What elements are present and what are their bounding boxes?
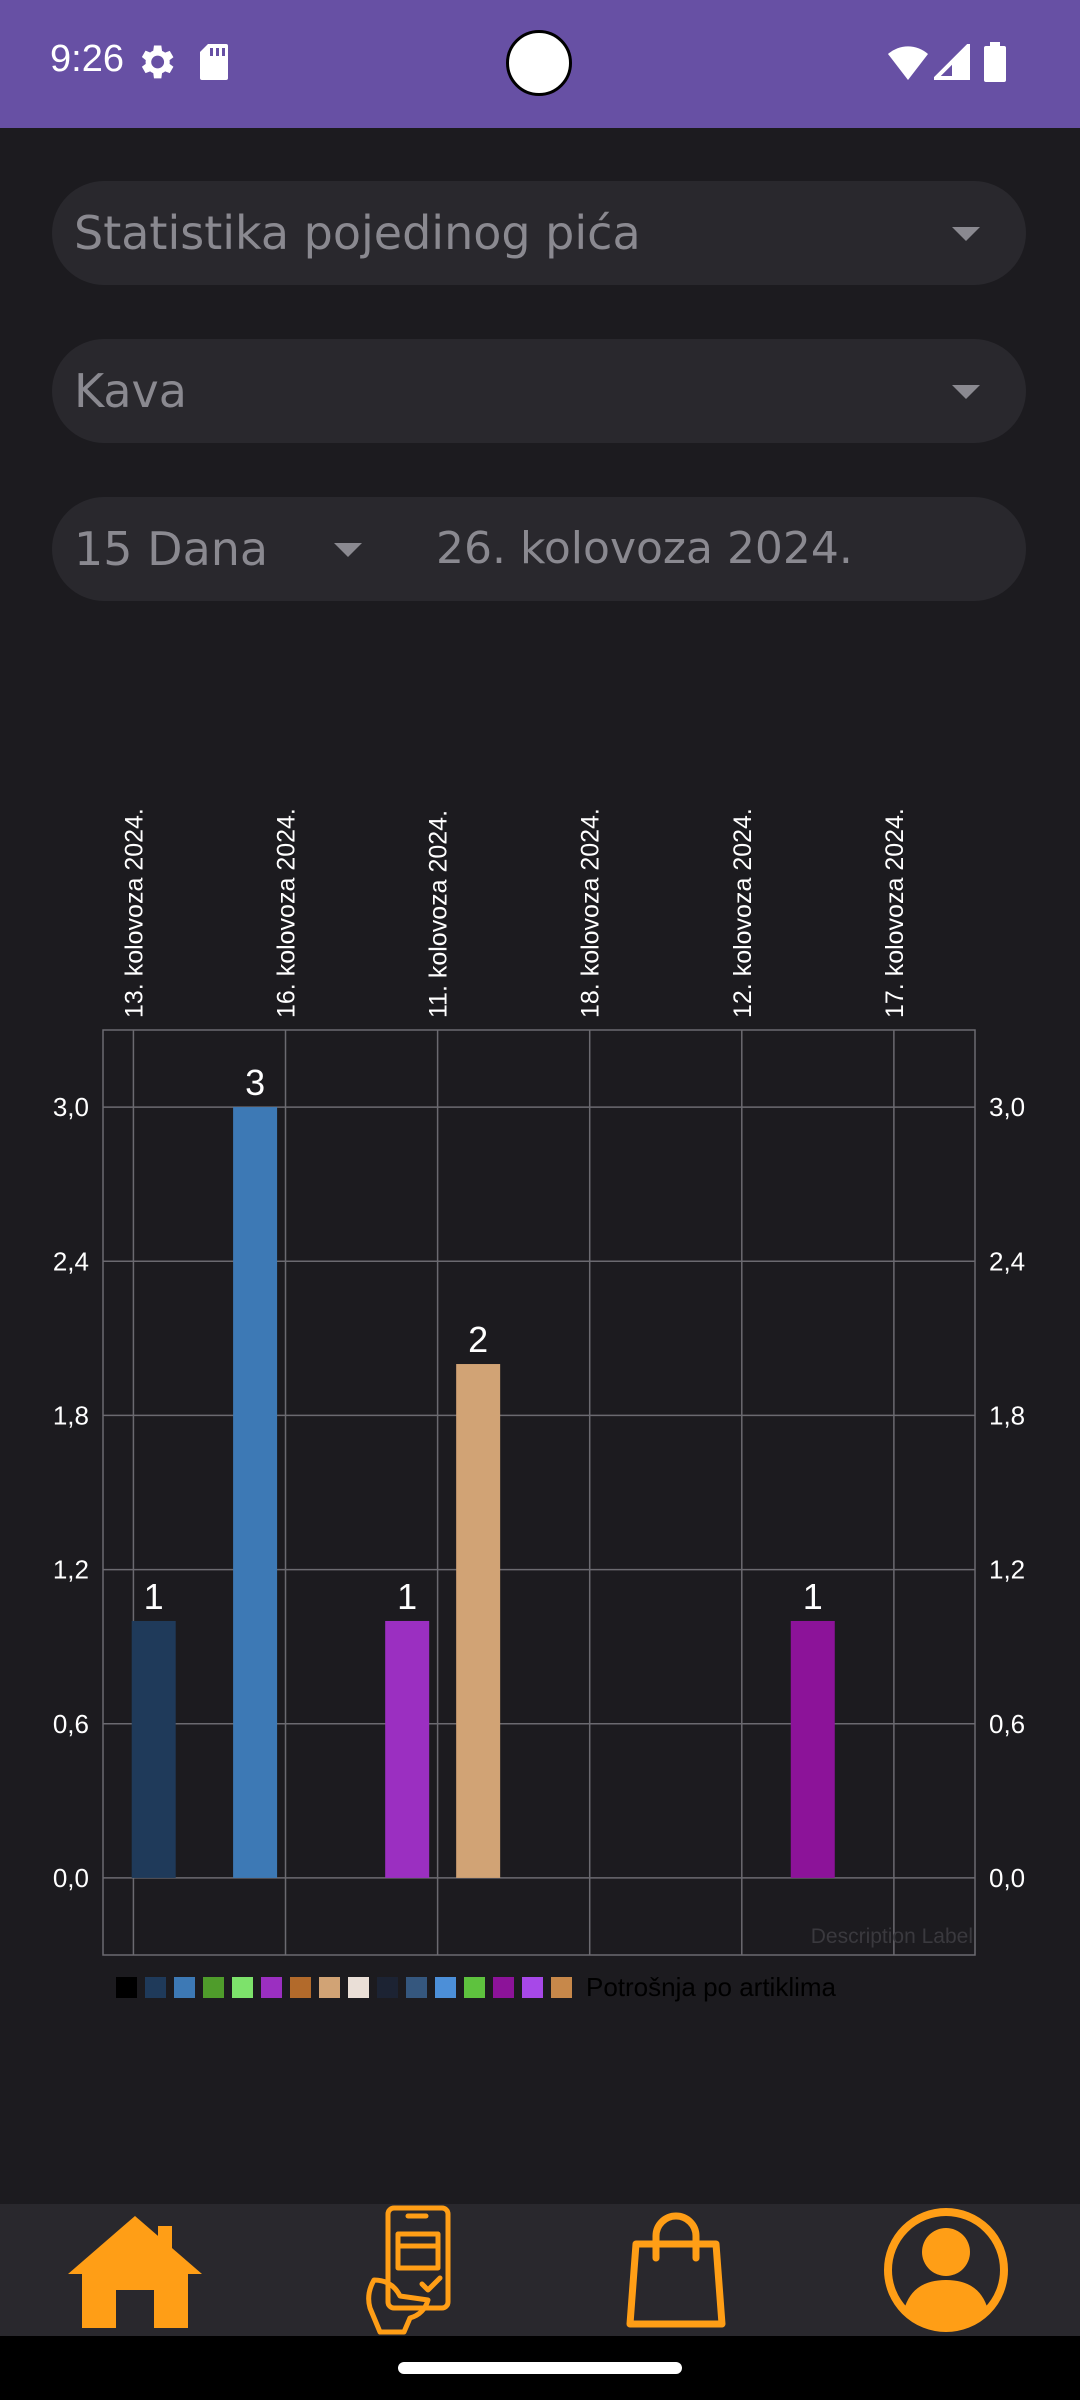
legend-swatch bbox=[174, 1977, 195, 1998]
drink-dropdown[interactable]: Kava bbox=[52, 339, 1026, 443]
legend-swatch bbox=[522, 1977, 543, 1998]
legend-swatch bbox=[406, 1977, 427, 1998]
legend-swatch bbox=[551, 1977, 572, 1998]
bar bbox=[790, 1620, 835, 1878]
x-tick-label: 18. kolovoza 2024. bbox=[577, 808, 605, 1018]
bar-value-label: 1 bbox=[803, 1576, 823, 1617]
period-dropdown[interactable]: 15 Dana bbox=[74, 522, 269, 576]
chart-description-label: Description Label bbox=[811, 1925, 973, 1948]
legend-swatch bbox=[145, 1977, 166, 1998]
x-tick-label: 11. kolovoza 2024. bbox=[425, 810, 453, 1018]
x-tick-label: 12. kolovoza 2024. bbox=[729, 808, 757, 1018]
legend-swatch bbox=[261, 1977, 282, 1998]
stat-type-dropdown[interactable]: Statistika pojedinog pića bbox=[52, 181, 1026, 285]
bar bbox=[131, 1620, 176, 1878]
x-tick-label: 16. kolovoza 2024. bbox=[273, 808, 301, 1018]
y-tick-label-left: 1,8 bbox=[53, 1400, 89, 1430]
y-tick-label-left: 0,0 bbox=[53, 1863, 89, 1893]
legend-swatch bbox=[203, 1977, 224, 1998]
legend-swatch bbox=[493, 1977, 514, 1998]
bottom-nav bbox=[0, 2204, 1080, 2336]
chevron-down-icon[interactable] bbox=[334, 543, 362, 557]
legend-swatch bbox=[290, 1977, 311, 1998]
bar-value-label: 2 bbox=[468, 1319, 488, 1360]
y-tick-label-right: 0,0 bbox=[989, 1863, 1025, 1893]
shopping-bag-icon[interactable] bbox=[624, 2208, 728, 2332]
y-tick-label-left: 2,4 bbox=[53, 1246, 89, 1276]
gear-icon bbox=[141, 45, 174, 79]
legend-swatch bbox=[435, 1977, 456, 1998]
chevron-down-icon bbox=[952, 385, 980, 399]
bar bbox=[385, 1620, 430, 1878]
drink-value: Kava bbox=[74, 364, 187, 418]
legend-swatch bbox=[464, 1977, 485, 1998]
stat-type-value: Statistika pojedinog pića bbox=[74, 206, 641, 260]
legend-swatch bbox=[348, 1977, 369, 1998]
bar-value-label: 1 bbox=[397, 1576, 417, 1617]
status-time: 9:26 bbox=[50, 38, 124, 80]
status-bar: 9:26 bbox=[0, 0, 1080, 128]
phone-order-icon[interactable] bbox=[360, 2204, 460, 2336]
y-tick-label-right: 2,4 bbox=[989, 1246, 1025, 1276]
sd-card-icon bbox=[200, 44, 228, 80]
legend-swatch bbox=[232, 1977, 253, 1998]
legend-label: Potrošnja po artiklima bbox=[586, 1972, 837, 2002]
y-tick-label-left: 3,0 bbox=[53, 1092, 89, 1122]
plot-border bbox=[102, 1029, 976, 1956]
y-tick-label-right: 0,6 bbox=[989, 1709, 1025, 1739]
y-tick-label-left: 1,2 bbox=[53, 1555, 89, 1585]
period-date-row: 15 Dana 26. kolovoza 2024. bbox=[52, 497, 1026, 601]
camera-cutout bbox=[506, 30, 572, 96]
legend-swatch bbox=[377, 1977, 398, 1998]
bar-value-label: 3 bbox=[245, 1062, 265, 1103]
bar-value-label: 1 bbox=[144, 1576, 164, 1617]
home-icon[interactable] bbox=[66, 2214, 204, 2330]
x-tick-label: 13. kolovoza 2024. bbox=[120, 808, 148, 1018]
signal-icon bbox=[934, 44, 970, 80]
legend-swatch bbox=[116, 1977, 137, 1998]
bar bbox=[456, 1364, 501, 1878]
date-picker[interactable]: 26. kolovoza 2024. bbox=[436, 523, 853, 574]
x-tick-label: 17. kolovoza 2024. bbox=[881, 808, 909, 1018]
consumption-bar-chart: 0,0 0,0 0,6 0,6 1,2 1,2 1,8 1,8 2,4 2,4 3,0 3,0 13. … bbox=[53, 808, 1025, 2002]
y-tick-label-left: 0,6 bbox=[53, 1709, 89, 1739]
y-tick-label-right: 1,2 bbox=[989, 1555, 1025, 1585]
bar bbox=[233, 1107, 278, 1878]
y-tick-label-right: 1,8 bbox=[989, 1400, 1025, 1430]
battery-icon bbox=[984, 42, 1006, 82]
home-gesture-bar[interactable] bbox=[398, 2362, 682, 2374]
chevron-down-icon bbox=[952, 227, 980, 241]
legend-swatch bbox=[319, 1977, 340, 1998]
y-tick-label-right: 3,0 bbox=[989, 1092, 1025, 1122]
profile-icon[interactable] bbox=[882, 2206, 1010, 2334]
wifi-icon bbox=[888, 46, 928, 80]
